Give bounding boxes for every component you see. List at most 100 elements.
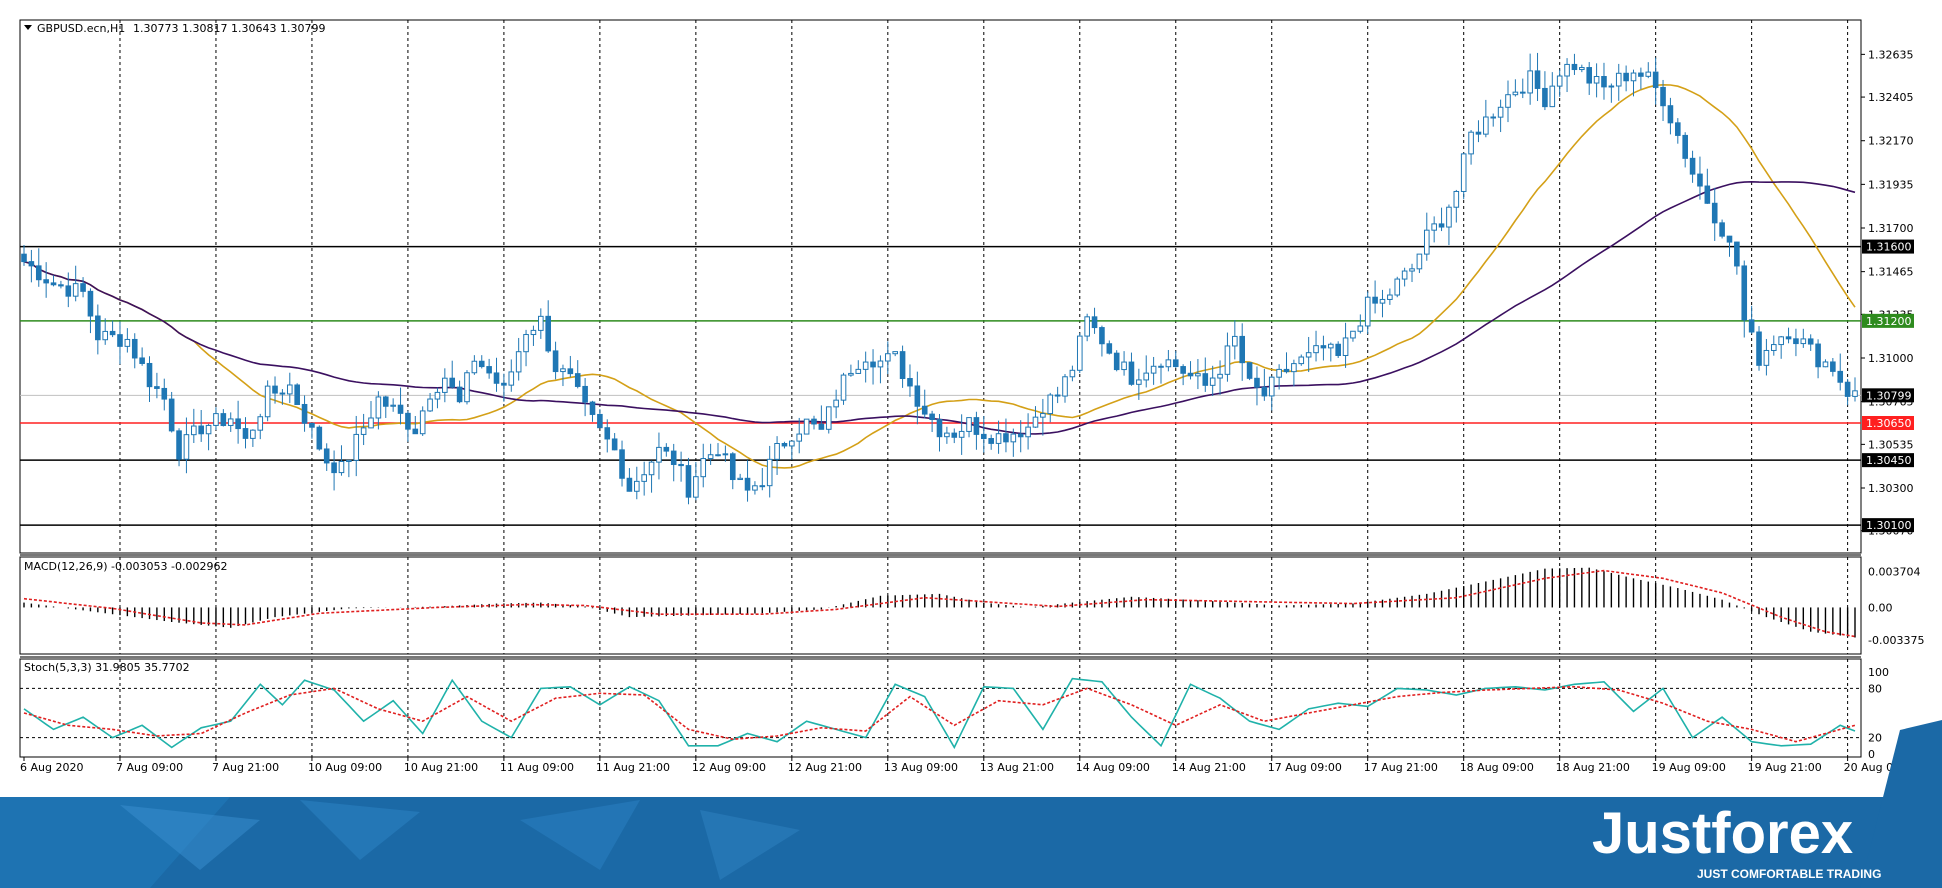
candle-body: [1010, 433, 1017, 443]
candle-body: [825, 406, 832, 430]
candle-body: [1032, 416, 1039, 428]
candle-body: [124, 338, 131, 347]
candle-body: [1483, 116, 1489, 135]
candle-body: [641, 474, 647, 482]
x-tick-label: 6 Aug 2020: [20, 761, 83, 774]
candle-body: [360, 427, 367, 435]
candle-body: [405, 412, 411, 430]
candle-body: [1608, 85, 1615, 88]
candle-body: [1652, 71, 1659, 88]
candle-body: [205, 424, 212, 435]
candle-body: [1409, 268, 1415, 272]
candle-body: [722, 453, 729, 456]
x-tick-label: 7 Aug 09:00: [116, 761, 183, 774]
candle-body: [1379, 298, 1386, 304]
candle-body: [508, 371, 515, 386]
candle-body: [648, 461, 655, 476]
stoch-tick-label: 100: [1868, 666, 1889, 679]
banner-shape: [1860, 720, 1942, 888]
candle-body: [1785, 336, 1792, 340]
candle-body: [626, 477, 633, 492]
candle-body: [870, 361, 876, 368]
candle-body: [272, 385, 278, 394]
candle-body: [264, 385, 271, 418]
candle-body: [737, 477, 743, 481]
candle-body: [1172, 359, 1179, 368]
candle-body: [1601, 76, 1607, 88]
candle-body: [1232, 335, 1238, 347]
stochastic-label: Stoch(5,3,3) 31.9805 35.7702: [24, 661, 190, 674]
candle-body: [1593, 76, 1600, 84]
candle-body: [862, 361, 869, 370]
candle-body: [346, 459, 352, 463]
candle-body: [1202, 373, 1209, 386]
candle-body: [560, 368, 566, 373]
candle-body: [1645, 71, 1652, 77]
x-tick-label: 18 Aug 09:00: [1460, 761, 1534, 774]
candle-body: [1726, 235, 1733, 243]
candle-body: [1209, 377, 1216, 386]
y-tick-label: 1.31000: [1868, 352, 1914, 365]
candle-body: [995, 433, 1002, 444]
candle-body: [183, 434, 190, 460]
candle-body: [744, 477, 751, 491]
candle-body: [1283, 368, 1290, 373]
candle-body: [501, 382, 507, 386]
candle-body: [390, 404, 396, 407]
candle-body: [434, 391, 441, 400]
candle-body: [611, 438, 618, 451]
candle-body: [1239, 335, 1246, 364]
candle-body: [1062, 376, 1068, 397]
candle-body: [1387, 294, 1393, 300]
candle-body: [1830, 361, 1836, 372]
brand-logo: Justforex: [1592, 801, 1853, 866]
candle-body: [885, 353, 891, 362]
candle-body: [1025, 426, 1031, 438]
candle-body: [1342, 337, 1349, 356]
candle-body: [1697, 173, 1703, 187]
candle-body: [1763, 349, 1770, 366]
candle-body: [980, 433, 987, 440]
candle-body: [1615, 72, 1622, 87]
candle-body: [493, 372, 500, 384]
candle-body: [818, 423, 825, 430]
candle-body: [1512, 91, 1519, 96]
candle-body: [1165, 359, 1172, 368]
candle-body: [656, 446, 662, 463]
candle-body: [1837, 370, 1844, 383]
candle-body: [442, 377, 448, 393]
candle-body: [1335, 343, 1341, 356]
candle-body: [1054, 394, 1061, 397]
candle-body: [1364, 296, 1371, 327]
candle-body: [1815, 343, 1821, 368]
candle-body: [87, 290, 94, 317]
price-label-bg: [1862, 453, 1914, 468]
candle-body: [213, 413, 219, 426]
price-label-bg: [1862, 518, 1914, 533]
candle-body: [1719, 222, 1725, 237]
stoch-tick-label: 0: [1868, 748, 1875, 761]
price-label-bg: [1862, 388, 1914, 403]
candle-body: [781, 442, 788, 447]
candle-body: [1136, 379, 1142, 385]
ohlc-label: 1.30773 1.30817 1.30643 1.30799: [133, 22, 325, 35]
candle-body: [1453, 190, 1460, 208]
candle-body: [1534, 70, 1541, 89]
candle-body: [582, 385, 588, 403]
candle-body: [700, 458, 707, 478]
candle-body: [257, 416, 264, 431]
x-axis-labels: 6 Aug 2020 7 Aug 09:00 7 Aug 21:00 10 Aug 0…: [20, 757, 1918, 774]
candle-body: [633, 480, 640, 492]
candle-body: [1187, 372, 1194, 377]
candle-body: [43, 279, 49, 284]
macd-tick-label: -0.003375: [1868, 634, 1924, 647]
candle-body: [1106, 343, 1113, 354]
candle-body: [1084, 316, 1090, 337]
candle-body: [1689, 157, 1696, 175]
stoch-tick-label: 80: [1868, 682, 1882, 695]
dropdown-triangle-icon[interactable]: [24, 25, 32, 30]
candle-body: [1660, 86, 1666, 107]
x-tick-label: 12 Aug 09:00: [692, 761, 766, 774]
candle-body: [1505, 94, 1511, 108]
